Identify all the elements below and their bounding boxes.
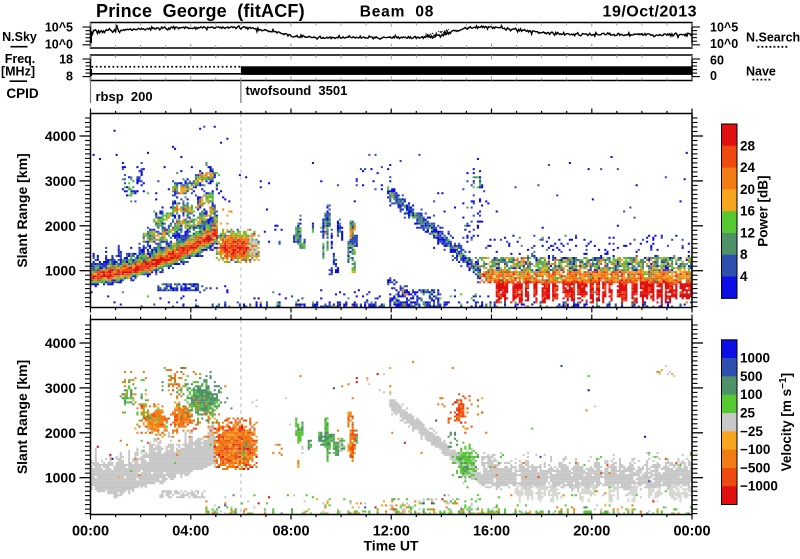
svg-text:1000: 1000 bbox=[45, 263, 76, 279]
svg-text:Prince George (fitACF): Prince George (fitACF) bbox=[96, 1, 305, 21]
svg-text:10^0: 10^0 bbox=[710, 37, 738, 51]
svg-text:4000: 4000 bbox=[45, 128, 76, 144]
svg-text:00:00: 00:00 bbox=[72, 524, 109, 540]
svg-text:00:00: 00:00 bbox=[673, 524, 710, 540]
svg-text:24: 24 bbox=[740, 160, 756, 175]
svg-text:8: 8 bbox=[66, 69, 73, 83]
svg-text:N.Sky: N.Sky bbox=[2, 30, 37, 44]
svg-text:2000: 2000 bbox=[45, 218, 76, 234]
svg-text:16:00: 16:00 bbox=[473, 524, 510, 540]
svg-text:CPID: CPID bbox=[6, 86, 39, 101]
svg-text:Nave: Nave bbox=[746, 65, 776, 79]
svg-text:twofsound 3501: twofsound 3501 bbox=[246, 83, 348, 98]
svg-text:rbsp 200: rbsp 200 bbox=[96, 89, 153, 104]
svg-text:500: 500 bbox=[740, 369, 763, 384]
svg-text:Velocity [m s−1]: Velocity [m s−1] bbox=[778, 373, 794, 471]
svg-text:Power [dB]: Power [dB] bbox=[756, 176, 771, 247]
svg-text:04:00: 04:00 bbox=[172, 524, 209, 540]
svg-text:−500: −500 bbox=[740, 460, 770, 475]
svg-text:4: 4 bbox=[740, 269, 748, 284]
svg-text:28: 28 bbox=[740, 138, 756, 153]
svg-text:−100: −100 bbox=[740, 442, 770, 457]
svg-text:60: 60 bbox=[710, 54, 724, 68]
svg-text:20:00: 20:00 bbox=[573, 524, 610, 540]
svg-text:10^5: 10^5 bbox=[710, 21, 738, 35]
svg-text:1000: 1000 bbox=[45, 470, 76, 486]
svg-text:[MHz]: [MHz] bbox=[1, 65, 35, 79]
svg-text:8: 8 bbox=[740, 247, 748, 262]
svg-text:N.Search: N.Search bbox=[746, 31, 800, 45]
svg-text:20: 20 bbox=[740, 182, 755, 197]
svg-text:0: 0 bbox=[710, 69, 717, 83]
svg-text:3000: 3000 bbox=[45, 380, 76, 396]
svg-text:Slant Range [km]: Slant Range [km] bbox=[14, 153, 30, 267]
svg-text:12:00: 12:00 bbox=[373, 524, 410, 540]
svg-text:Time UT: Time UT bbox=[364, 538, 419, 554]
svg-text:10^5: 10^5 bbox=[45, 21, 73, 35]
svg-text:3000: 3000 bbox=[45, 173, 76, 189]
svg-text:−1000: −1000 bbox=[740, 479, 778, 494]
svg-text:18: 18 bbox=[59, 52, 73, 66]
svg-text:−25: −25 bbox=[740, 424, 763, 439]
svg-text:Freq.: Freq. bbox=[5, 52, 36, 66]
svg-text:2000: 2000 bbox=[45, 425, 76, 441]
svg-text:Slant Range [km]: Slant Range [km] bbox=[14, 360, 30, 474]
svg-text:4000: 4000 bbox=[45, 335, 76, 351]
svg-text:10^0: 10^0 bbox=[45, 37, 73, 51]
svg-text:Beam 08: Beam 08 bbox=[360, 4, 434, 21]
svg-text:16: 16 bbox=[740, 204, 756, 219]
svg-text:25: 25 bbox=[740, 406, 756, 421]
svg-text:100: 100 bbox=[740, 387, 763, 402]
svg-text:08:00: 08:00 bbox=[272, 524, 309, 540]
svg-text:1000: 1000 bbox=[740, 351, 770, 366]
svg-text:12: 12 bbox=[740, 225, 755, 240]
svg-text:19/Oct/2013: 19/Oct/2013 bbox=[603, 4, 697, 21]
